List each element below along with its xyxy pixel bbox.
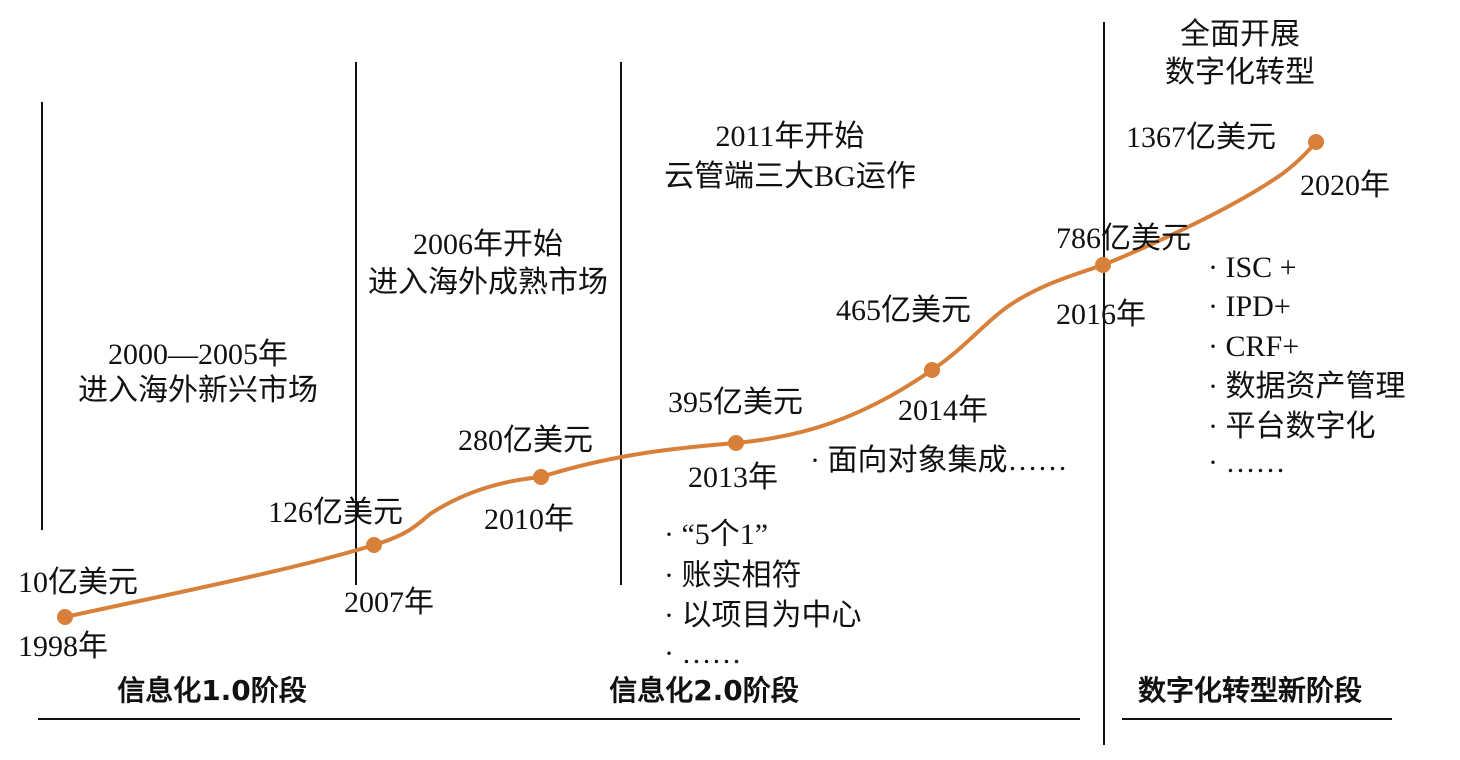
annotation-text: 进入海外新兴市场 [78, 374, 318, 407]
bullet-item: · 账实相符 [664, 559, 802, 592]
value-label: 465亿美元 [836, 294, 971, 327]
data-point [57, 609, 73, 625]
data-point [533, 469, 549, 485]
year-label: 2016年 [1056, 298, 1146, 331]
year-label: 2014年 [898, 394, 988, 427]
data-points [57, 134, 1324, 625]
data-point [924, 362, 940, 378]
year-label: 1998年 [18, 630, 108, 663]
annotation-text: 全面开展 [1180, 18, 1300, 51]
annotation-text: 数字化转型 [1165, 56, 1315, 89]
annotation-text: 云管端三大BG运作 [664, 160, 916, 193]
data-point [728, 435, 744, 451]
annotation-text: · 面向对象集成…… [810, 444, 1068, 477]
year-label: 2010年 [484, 503, 574, 536]
annotation-text: 2006年开始 [413, 228, 563, 261]
bullet-item: · 平台数字化 [1208, 410, 1376, 443]
value-label: 395亿美元 [668, 386, 803, 419]
bullet-item: · 以项目为中心 [664, 599, 862, 632]
bullet-item: · IPD+ [1208, 290, 1291, 323]
value-label: 126亿美元 [268, 496, 403, 529]
annotation-text: 进入海外成熟市场 [368, 266, 608, 299]
annotation-text: 2000—2005年 [108, 338, 288, 371]
stage-label: 信息化1.0阶段 [117, 674, 307, 707]
bullet-item: · 数据资产管理 [1208, 370, 1406, 403]
data-point [1308, 134, 1324, 150]
year-label: 2007年 [344, 586, 434, 619]
bullet-item: · CRF+ [1208, 330, 1299, 363]
bullet-item: · …… [664, 637, 742, 670]
data-point [366, 537, 382, 553]
annotation-text: 2011年开始 [716, 120, 865, 153]
data-point [1095, 257, 1111, 273]
bullet-item: · ISC + [1208, 251, 1297, 284]
bullet-item: · “5个1” [664, 518, 768, 551]
stage-label: 信息化2.0阶段 [609, 674, 799, 707]
value-label: 280亿美元 [458, 424, 593, 457]
year-label: 2020年 [1300, 169, 1390, 202]
year-label: 2013年 [688, 461, 778, 494]
value-label: 10亿美元 [18, 566, 138, 599]
bullet-item: · …… [1208, 446, 1286, 479]
value-label: 786亿美元 [1056, 222, 1191, 255]
stage-label: 数字化转型新阶段 [1138, 674, 1362, 707]
value-label: 1367亿美元 [1126, 121, 1276, 154]
